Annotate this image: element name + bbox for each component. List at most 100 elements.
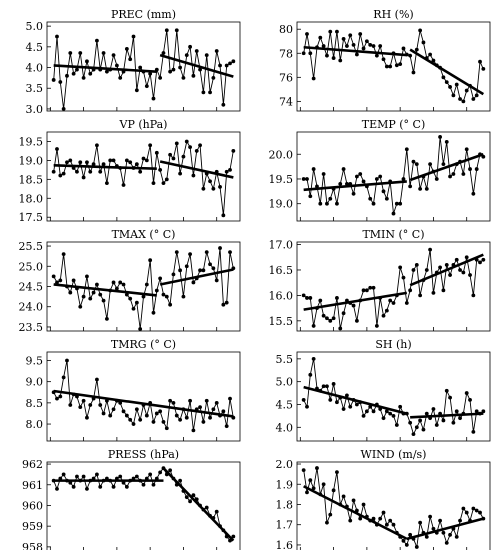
- data-point: [154, 288, 159, 293]
- trend-line: [303, 45, 407, 57]
- data-point: [128, 57, 133, 62]
- data-point: [381, 57, 386, 62]
- data-point: [118, 280, 123, 285]
- data-point: [321, 313, 326, 318]
- data-point: [144, 84, 149, 89]
- data-point: [325, 201, 329, 206]
- y-tick-label: 959: [22, 520, 43, 533]
- data-point: [328, 512, 333, 517]
- data-point: [448, 85, 452, 89]
- data-point: [114, 286, 119, 291]
- y-tick-label: 960: [22, 499, 43, 512]
- y-tick-label: 20.0: [269, 148, 294, 161]
- data-point: [214, 49, 219, 53]
- data-point: [404, 147, 409, 152]
- data-point: [95, 282, 99, 287]
- data-point: [474, 167, 479, 171]
- chart-panel: TMIN (° C) 15.5 16.0 16.5 17.0: [269, 228, 491, 332]
- data-point: [231, 534, 236, 539]
- y-tick-label: 15.5: [269, 315, 294, 328]
- data-point: [398, 265, 403, 270]
- data-point: [224, 169, 229, 174]
- data-point: [174, 141, 179, 146]
- trend-line: [303, 180, 407, 192]
- data-point: [431, 58, 436, 63]
- data-point: [318, 201, 323, 206]
- panel-title: RH (%): [373, 8, 413, 21]
- y-tick-label: 8.5: [26, 397, 44, 410]
- data-point: [404, 301, 409, 305]
- data-point: [408, 288, 413, 293]
- data-point: [428, 247, 433, 252]
- data-point: [228, 396, 232, 401]
- data-point: [174, 413, 179, 418]
- data-point: [374, 53, 379, 58]
- data-point: [471, 293, 476, 298]
- data-point: [218, 185, 222, 189]
- y-tick-label: 25.0: [19, 260, 44, 273]
- data-point: [208, 262, 212, 267]
- data-point: [321, 482, 326, 487]
- data-point: [454, 257, 459, 262]
- data-point: [221, 409, 226, 414]
- data-point: [75, 169, 79, 174]
- data-point: [141, 482, 146, 487]
- plot-frame: [296, 131, 491, 222]
- data-point: [341, 494, 346, 499]
- data-point: [478, 59, 482, 64]
- data-point: [348, 518, 353, 523]
- data-point: [91, 290, 96, 295]
- data-point: [168, 468, 173, 473]
- y-tick-label: 19.5: [269, 173, 294, 186]
- data-point: [151, 96, 156, 101]
- data-point: [408, 53, 413, 58]
- data-point: [388, 411, 393, 416]
- y-tick-label: 16.0: [269, 289, 294, 302]
- data-point: [448, 174, 452, 179]
- data-point: [308, 478, 313, 483]
- data-point: [111, 53, 116, 58]
- data-point: [228, 250, 232, 255]
- data-point: [378, 174, 383, 179]
- data-point: [211, 186, 216, 191]
- data-point: [131, 306, 136, 311]
- data-point: [191, 73, 196, 78]
- data-point: [111, 280, 116, 285]
- data-point: [471, 97, 476, 101]
- data-point: [411, 70, 416, 75]
- data-point: [58, 173, 63, 178]
- data-point: [424, 268, 429, 272]
- data-point: [424, 411, 429, 416]
- data-point: [354, 52, 359, 57]
- y-tick-label: 1.8: [276, 498, 294, 511]
- data-point: [335, 201, 339, 206]
- data-point: [471, 506, 476, 511]
- data-point: [178, 417, 183, 422]
- data-point: [88, 403, 93, 407]
- data-point: [154, 411, 159, 416]
- data-point: [364, 288, 369, 293]
- data-point: [201, 186, 206, 191]
- data-point: [158, 470, 163, 475]
- data-point: [458, 416, 462, 421]
- data-point: [464, 147, 469, 152]
- data-point: [171, 400, 176, 405]
- data-point: [134, 407, 139, 412]
- data-point: [458, 518, 462, 523]
- data-point: [434, 177, 439, 181]
- data-point: [328, 29, 333, 34]
- data-point: [128, 296, 133, 301]
- data-point: [198, 143, 202, 148]
- data-point: [438, 518, 442, 523]
- data-point: [78, 160, 83, 165]
- data-point: [478, 260, 482, 265]
- data-point: [325, 53, 329, 58]
- y-tick-label: 1.7: [276, 519, 294, 532]
- data-point: [424, 186, 429, 191]
- data-point: [168, 302, 173, 307]
- series-line: [303, 136, 484, 214]
- data-point: [121, 183, 126, 187]
- data-point: [75, 67, 79, 72]
- series-line: [303, 30, 484, 103]
- data-point: [178, 478, 183, 483]
